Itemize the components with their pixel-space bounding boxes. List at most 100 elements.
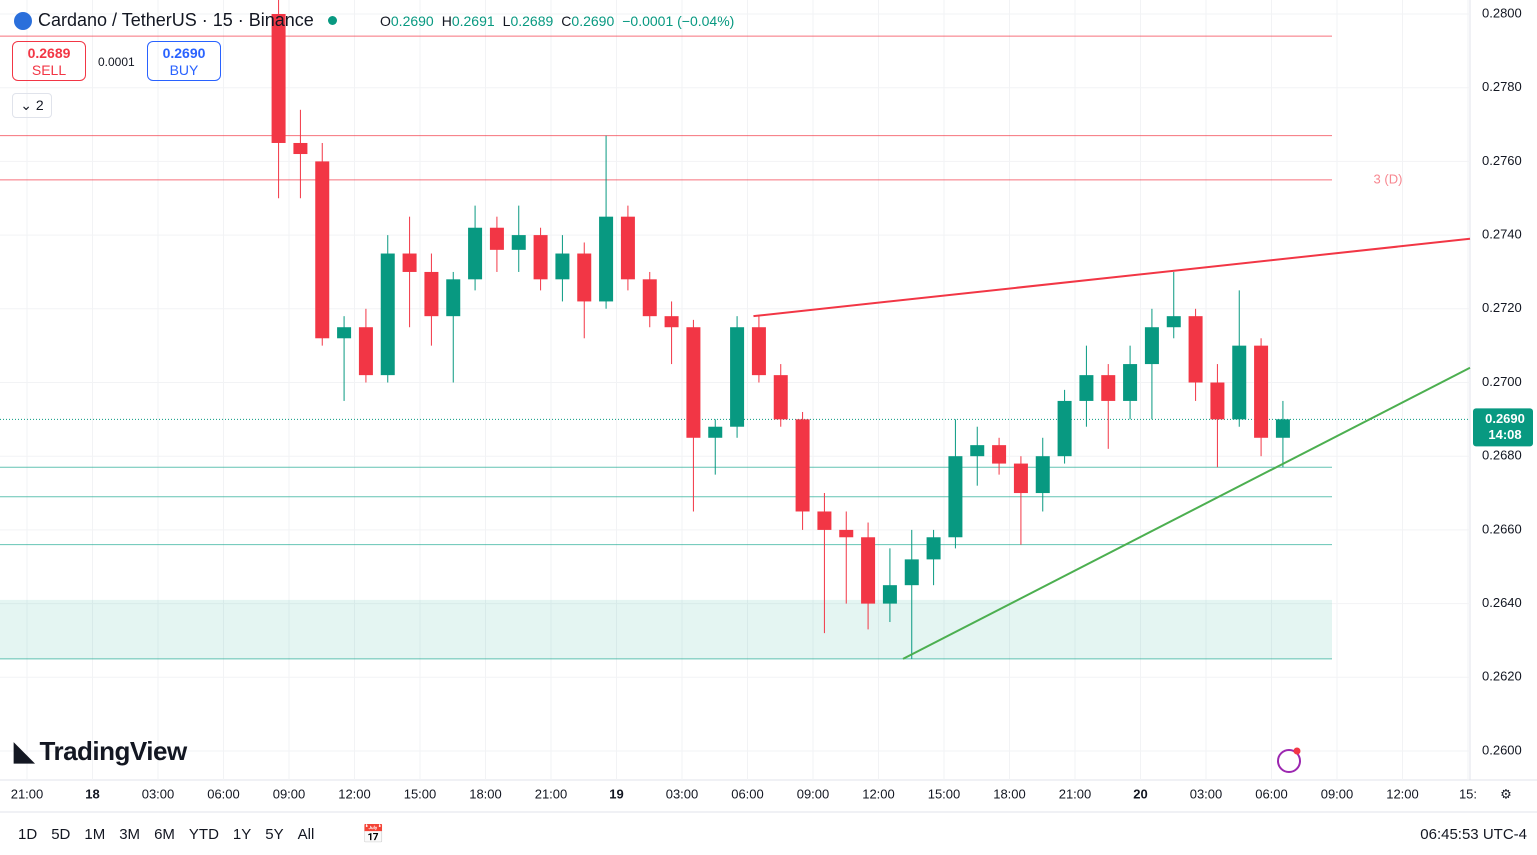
- ohlc-key: C: [561, 13, 572, 29]
- x-tick-label: 09:00: [797, 786, 830, 801]
- candle-body: [424, 271, 439, 317]
- x-tick-label: 18:00: [469, 786, 502, 801]
- status-dot: [327, 16, 337, 25]
- indicators-toggle[interactable]: ⌄ 2: [12, 93, 52, 118]
- range-button[interactable]: 5Y: [265, 826, 284, 843]
- candle-body: [1254, 345, 1269, 438]
- candle-body: [708, 426, 723, 438]
- y-tick-label: 0.2760: [1482, 153, 1522, 168]
- candle-body: [664, 316, 679, 328]
- candle-body: [861, 537, 876, 604]
- logo: ◣ TradingView: [14, 736, 188, 766]
- candle-body: [380, 253, 395, 376]
- candle-body: [948, 456, 963, 538]
- candle-body: [1101, 375, 1116, 401]
- x-tick-label: 19: [609, 786, 623, 801]
- date-range-icon[interactable]: 📅: [362, 824, 385, 844]
- ohlc-item: L0.2689: [503, 13, 554, 29]
- ohlc-change: −0.0001 (−0.04%): [622, 13, 735, 29]
- candle-body: [555, 253, 570, 280]
- candle-body: [1275, 419, 1290, 438]
- ohlc-value: 0.2691: [451, 13, 495, 29]
- candle-body: [730, 327, 745, 427]
- candle-body: [839, 529, 854, 538]
- range-button[interactable]: 1M: [84, 826, 106, 843]
- range-button[interactable]: All: [297, 826, 315, 843]
- countdown: 14:08: [1488, 427, 1521, 442]
- candle-body: [446, 279, 461, 317]
- range-button[interactable]: YTD: [188, 826, 219, 843]
- candle-body: [577, 253, 592, 302]
- y-tick-label: 0.2700: [1482, 374, 1522, 389]
- candle-body: [1079, 375, 1094, 401]
- indicator-count: 2: [35, 97, 44, 113]
- candle-body: [271, 14, 286, 143]
- ohlc-value: 0.2690: [571, 13, 615, 29]
- candle-body: [1166, 316, 1181, 328]
- candle-body: [1057, 400, 1072, 457]
- candle-body: [773, 375, 788, 420]
- candle-body: [686, 327, 701, 438]
- ohlc-legend: O0.2690 H0.2691 L0.2689 C0.2690 −0.0001 (−0.…: [380, 13, 734, 29]
- ohlc-key: H: [441, 13, 452, 29]
- x-tick-label: 15:: [1459, 786, 1477, 801]
- logo-text: TradingView: [39, 736, 188, 766]
- range-button[interactable]: 3M: [119, 826, 141, 843]
- x-tick-label: 09:00: [1321, 786, 1354, 801]
- candle-body: [315, 161, 330, 339]
- range-button[interactable]: 5D: [51, 826, 71, 843]
- clock: 06:45:53 UTC-4: [1420, 826, 1527, 843]
- alert-dot: [1293, 747, 1301, 755]
- x-tick-label: 21:00: [535, 786, 568, 801]
- candle-body: [992, 445, 1007, 464]
- symbol-header[interactable]: Cardano / TetherUS · 15 · Binance: [14, 10, 337, 31]
- x-tick-label: 12:00: [1386, 786, 1419, 801]
- x-tick-label: 12:00: [338, 786, 371, 801]
- y-tick-label: 0.2740: [1482, 227, 1522, 242]
- candle-body: [1123, 364, 1138, 401]
- candle-body: [620, 216, 635, 280]
- x-tick-label: 15:00: [928, 786, 961, 801]
- x-tick-label: 18: [85, 786, 99, 801]
- x-tick-label: 15:00: [404, 786, 437, 801]
- sell-button[interactable]: 0.2689 SELL: [12, 41, 86, 81]
- range-button[interactable]: 1D: [18, 826, 38, 843]
- x-tick-label: 06:00: [1255, 786, 1288, 801]
- candle-body: [1232, 345, 1247, 420]
- candle-body: [904, 559, 919, 586]
- range-button[interactable]: 6M: [154, 826, 175, 843]
- y-tick-label: 0.2680: [1482, 448, 1522, 463]
- candle-body: [358, 327, 373, 376]
- coin-icon: [14, 11, 32, 30]
- y-tick-label: 0.2660: [1482, 521, 1522, 536]
- candle-body: [1013, 463, 1028, 494]
- y-tick-label: 0.2640: [1482, 595, 1522, 610]
- y-tick-label: 0.2780: [1482, 79, 1522, 94]
- candle-body: [926, 537, 941, 560]
- last-price-label: 0.2690: [1485, 411, 1525, 426]
- x-tick-label: 06:00: [731, 786, 764, 801]
- last-price-tag: [1473, 408, 1533, 447]
- symbol: Cardano / TetherUS · 15 · Binance: [38, 10, 314, 30]
- x-tick-label: 21:00: [11, 786, 44, 801]
- candle-body: [533, 235, 548, 280]
- candle-body: [1210, 382, 1225, 420]
- candle-body: [293, 142, 308, 155]
- sell-label: SELL: [31, 62, 67, 78]
- y-tick-label: 0.2720: [1482, 300, 1522, 315]
- candle-body: [599, 216, 614, 302]
- x-tick-label: 12:00: [862, 786, 895, 801]
- range-button[interactable]: 1Y: [232, 826, 252, 843]
- level-label: 3 (D): [1374, 171, 1403, 186]
- settings-icon: ⚙: [1500, 786, 1512, 801]
- candle-body: [402, 253, 417, 272]
- buy-label: BUY: [169, 62, 199, 78]
- buy-button[interactable]: 0.2690 BUY: [147, 41, 221, 81]
- buy-price: 0.2690: [162, 45, 206, 61]
- range-bar: 1D 5D 1M 3M 6M YTD 1Y 5Y All: [18, 826, 314, 843]
- trendline: [753, 237, 1471, 318]
- ohlc-key: O: [380, 13, 391, 29]
- alert-icon: [1277, 749, 1301, 773]
- ohlc-value: 0.2689: [510, 13, 554, 29]
